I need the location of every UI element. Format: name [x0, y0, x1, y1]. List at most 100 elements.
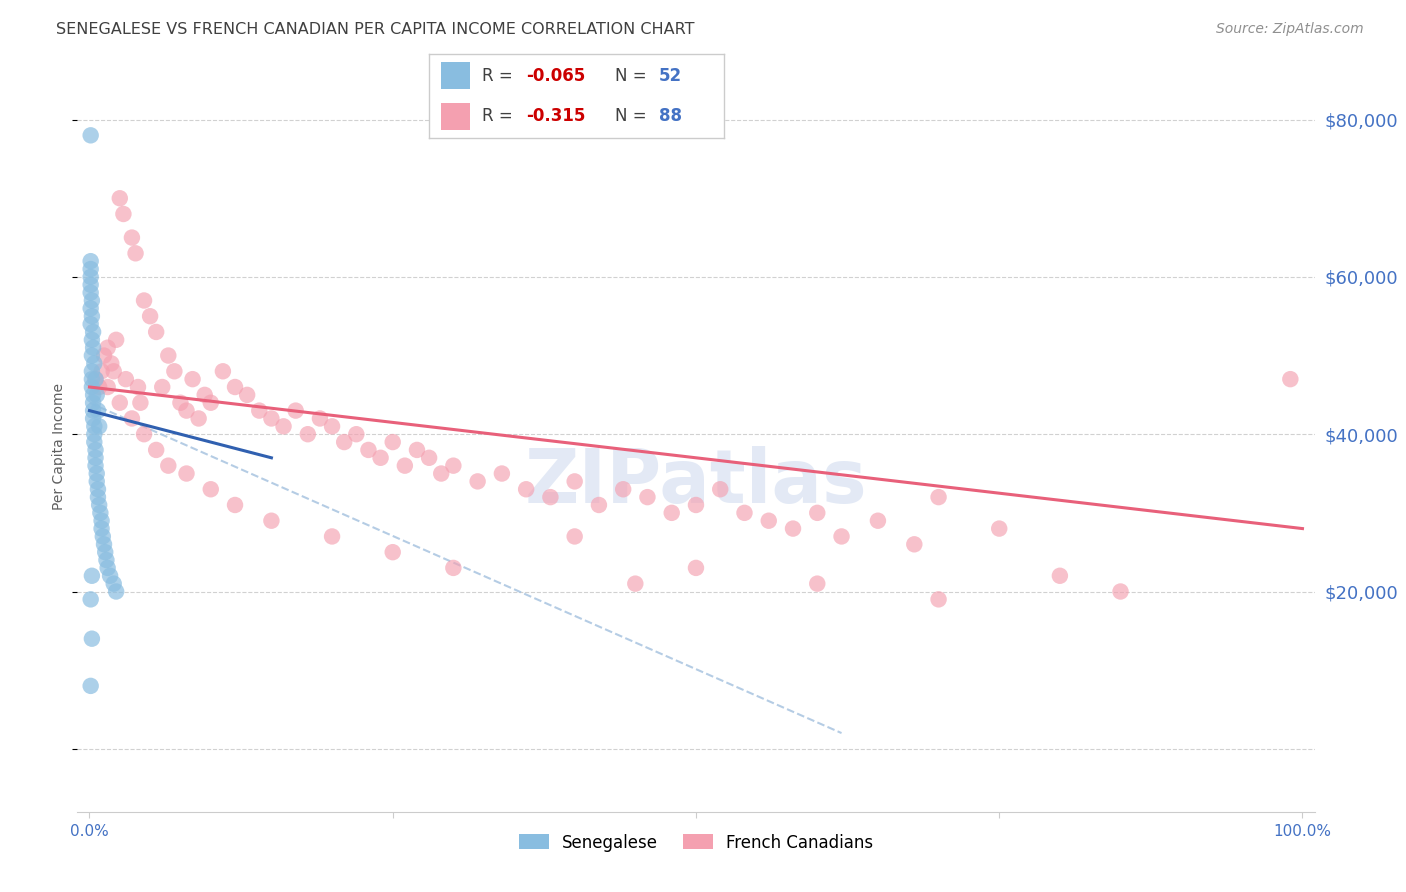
- Point: [83, 435, 105, 450]
- Point: [80, 380, 103, 394]
- Point: [89, 419, 111, 434]
- Text: 0.0%: 0.0%: [70, 823, 108, 838]
- Point: [636, 490, 658, 504]
- Point: [82, 341, 104, 355]
- Point: [564, 529, 586, 543]
- Point: [381, 545, 404, 559]
- Point: [84, 442, 107, 457]
- Text: 88: 88: [659, 107, 682, 125]
- Point: [157, 349, 180, 363]
- Point: [132, 293, 155, 308]
- Point: [100, 356, 122, 370]
- Point: [344, 427, 367, 442]
- Point: [80, 310, 103, 324]
- Point: [260, 411, 283, 425]
- Point: [103, 364, 125, 378]
- Point: [105, 584, 128, 599]
- Point: [93, 537, 115, 551]
- Point: [90, 364, 112, 378]
- Point: [90, 522, 112, 536]
- Point: [103, 576, 125, 591]
- Point: [661, 506, 683, 520]
- Point: [163, 364, 186, 378]
- Point: [93, 349, 115, 363]
- Point: [82, 411, 104, 425]
- Text: SENEGALESE VS FRENCH CANADIAN PER CAPITA INCOME CORRELATION CHART: SENEGALESE VS FRENCH CANADIAN PER CAPITA…: [56, 22, 695, 37]
- Text: N =: N =: [614, 107, 652, 125]
- Point: [79, 285, 101, 300]
- Point: [430, 467, 453, 481]
- Point: [84, 458, 107, 473]
- Point: [441, 561, 464, 575]
- Point: [121, 230, 143, 244]
- Point: [80, 349, 103, 363]
- Point: [80, 333, 103, 347]
- Point: [176, 467, 198, 481]
- Point: [406, 442, 429, 457]
- Y-axis label: Per Capita Income: Per Capita Income: [52, 383, 66, 509]
- Point: [87, 482, 110, 496]
- Point: [187, 411, 209, 425]
- Point: [381, 435, 404, 450]
- Point: [89, 380, 111, 394]
- Point: [83, 356, 105, 370]
- Text: R =: R =: [482, 107, 517, 125]
- Point: [260, 514, 283, 528]
- Point: [1049, 568, 1071, 582]
- Point: [806, 506, 828, 520]
- Point: [624, 576, 647, 591]
- Point: [90, 514, 112, 528]
- Point: [194, 388, 217, 402]
- Point: [181, 372, 204, 386]
- Point: [1279, 372, 1302, 386]
- Text: -0.315: -0.315: [526, 107, 586, 125]
- Point: [685, 561, 707, 575]
- Point: [108, 396, 131, 410]
- Point: [86, 388, 108, 402]
- Point: [80, 364, 103, 378]
- Point: [928, 490, 950, 504]
- Point: [139, 310, 162, 324]
- Text: R =: R =: [482, 67, 517, 85]
- Point: [98, 568, 121, 582]
- Point: [80, 568, 103, 582]
- Point: [709, 482, 731, 496]
- Point: [121, 411, 143, 425]
- Point: [89, 506, 111, 520]
- Point: [418, 450, 440, 465]
- Point: [79, 254, 101, 268]
- Point: [538, 490, 561, 504]
- Point: [129, 396, 152, 410]
- Point: [115, 372, 138, 386]
- Point: [515, 482, 537, 496]
- Point: [97, 341, 120, 355]
- Point: [87, 403, 110, 417]
- Point: [321, 529, 343, 543]
- Point: [82, 396, 104, 410]
- Point: [94, 545, 117, 559]
- Point: [928, 592, 950, 607]
- Point: [612, 482, 634, 496]
- Point: [79, 262, 101, 277]
- Point: [80, 632, 103, 646]
- Point: [97, 561, 120, 575]
- Point: [806, 576, 828, 591]
- Point: [82, 388, 104, 402]
- Legend: Senegalese, French Canadians: Senegalese, French Canadians: [512, 827, 880, 858]
- Point: [145, 442, 167, 457]
- Point: [394, 458, 416, 473]
- Point: [491, 467, 513, 481]
- Point: [212, 364, 235, 378]
- Point: [86, 467, 108, 481]
- Point: [224, 380, 246, 394]
- Point: [84, 372, 107, 386]
- Text: Source: ZipAtlas.com: Source: ZipAtlas.com: [1216, 22, 1364, 37]
- Text: -0.065: -0.065: [526, 67, 585, 85]
- Point: [124, 246, 146, 260]
- Point: [758, 514, 780, 528]
- Point: [297, 427, 319, 442]
- Bar: [440, 103, 470, 130]
- Point: [105, 333, 128, 347]
- Point: [564, 475, 586, 489]
- Point: [247, 403, 270, 417]
